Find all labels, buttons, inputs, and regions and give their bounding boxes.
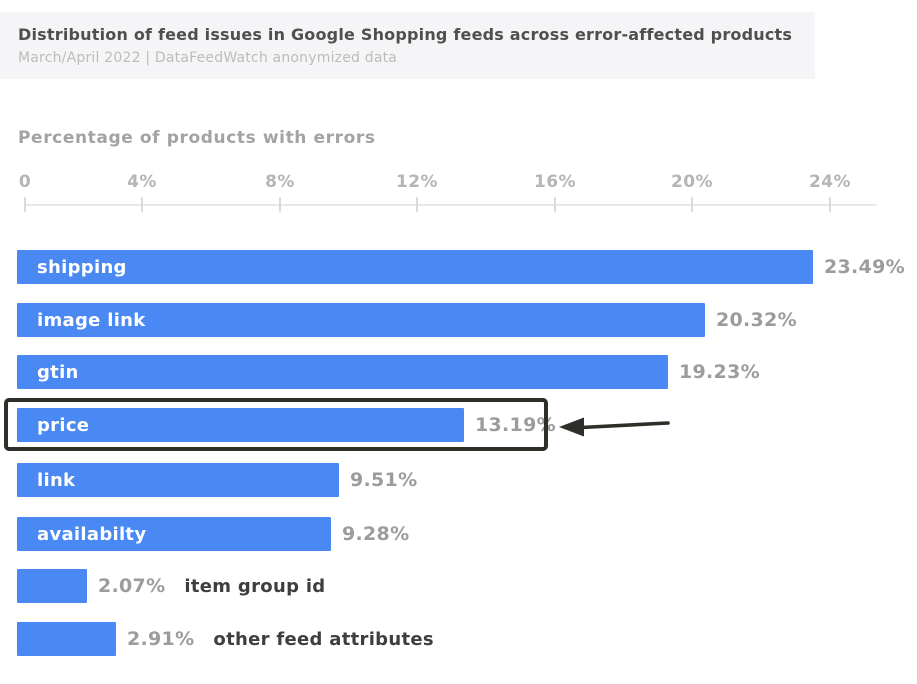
bar-value: 13.19% <box>475 414 556 436</box>
axis-tick-label: 24% <box>809 172 851 192</box>
axis-tick-mark <box>554 197 556 212</box>
header: Distribution of feed issues in Google Sh… <box>0 12 815 79</box>
axis-title: Percentage of products with errors <box>18 128 376 148</box>
bar-shipping: shipping <box>17 250 813 284</box>
bar-availabilty: availabilty <box>17 517 331 551</box>
bar-value: 20.32% <box>716 309 797 331</box>
axis-tick-label: 12% <box>396 172 438 192</box>
bar-price: price <box>17 408 464 442</box>
bar-value: 9.51% <box>350 469 418 491</box>
axis-tick-label: 0 <box>18 172 32 192</box>
axis-tick-label: 16% <box>534 172 576 192</box>
axis-tick-label: 4% <box>127 172 157 192</box>
axis-line <box>25 204 877 206</box>
axis-tick-mark <box>691 197 693 212</box>
bar-row-shipping: shipping 23.49% <box>17 250 905 284</box>
bar-outside-label: other feed attributes <box>213 628 434 650</box>
bar-value: 23.49% <box>824 256 905 278</box>
bar-row-availabilty: availabilty 9.28% <box>17 517 409 551</box>
axis-tick-mark <box>24 197 26 212</box>
bar-value: 9.28% <box>342 523 410 545</box>
chart-title: Distribution of feed issues in Google Sh… <box>18 25 793 44</box>
bar-image-link: image link <box>17 303 705 337</box>
bar-value: 2.91% <box>127 628 195 650</box>
bar-label: price <box>37 414 90 436</box>
axis-tick-mark <box>141 197 143 212</box>
bar-row-gtin: gtin 19.23% <box>17 355 760 389</box>
bar-other-feed-attributes <box>17 622 116 656</box>
bar-row-other-feed-attributes: 2.91% other feed attributes <box>17 622 434 656</box>
chart-subtitle: March/April 2022 | DataFeedWatch anonymi… <box>18 50 398 66</box>
bar-value: 19.23% <box>679 361 760 383</box>
axis-tick-mark <box>829 197 831 212</box>
bar-label: gtin <box>37 361 79 383</box>
bar-label: link <box>37 469 76 491</box>
bar-outside-label: item group id <box>184 575 326 597</box>
bar-gtin: gtin <box>17 355 668 389</box>
bar-row-item-group-id: 2.07% item group id <box>17 569 325 603</box>
bar-row-image-link: image link 20.32% <box>17 303 797 337</box>
bar-label: image link <box>37 309 146 331</box>
axis-tick-label: 20% <box>671 172 713 192</box>
bar-row-price: price 13.19% <box>17 408 556 442</box>
bar-item-group-id <box>17 569 87 603</box>
bar-label: availabilty <box>37 523 147 545</box>
axis-tick-mark <box>416 197 418 212</box>
bar-label: shipping <box>37 256 127 278</box>
bar-row-link: link 9.51% <box>17 463 417 497</box>
axis-tick-label: 8% <box>265 172 295 192</box>
bar-value: 2.07% <box>98 575 166 597</box>
axis-tick-mark <box>279 197 281 212</box>
bar-link: link <box>17 463 339 497</box>
arrow-left-icon <box>559 417 670 437</box>
